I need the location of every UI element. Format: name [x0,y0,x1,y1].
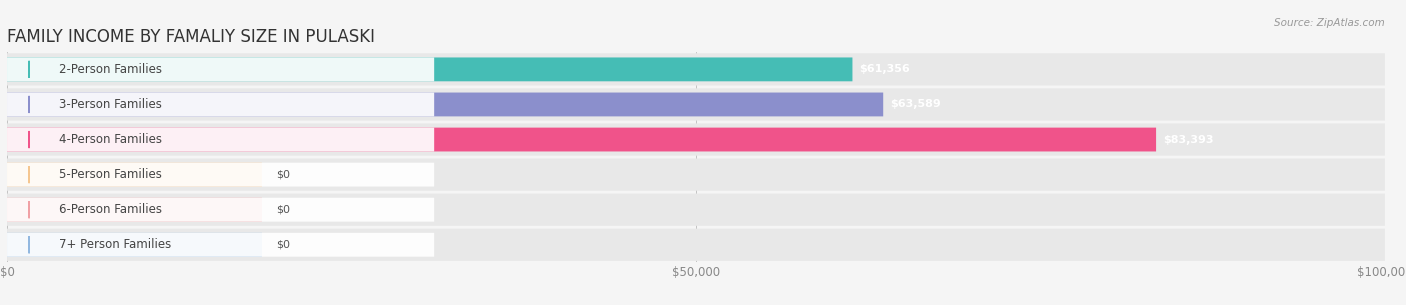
FancyBboxPatch shape [7,198,262,222]
Text: 4-Person Families: 4-Person Families [59,133,162,146]
Text: $61,356: $61,356 [859,64,910,74]
FancyBboxPatch shape [7,198,434,222]
FancyBboxPatch shape [7,92,434,117]
FancyBboxPatch shape [7,53,1385,85]
Text: 7+ Person Families: 7+ Person Families [59,238,172,251]
Text: $0: $0 [276,240,290,250]
FancyBboxPatch shape [7,159,1385,191]
FancyBboxPatch shape [7,163,262,187]
Text: 3-Person Families: 3-Person Families [59,98,162,111]
FancyBboxPatch shape [7,57,852,81]
FancyBboxPatch shape [7,233,262,257]
FancyBboxPatch shape [7,127,1156,152]
Text: $0: $0 [276,205,290,215]
FancyBboxPatch shape [7,88,1385,120]
Text: 2-Person Families: 2-Person Families [59,63,162,76]
FancyBboxPatch shape [7,57,434,81]
FancyBboxPatch shape [7,127,434,152]
Text: $63,589: $63,589 [890,99,941,109]
FancyBboxPatch shape [7,163,434,187]
FancyBboxPatch shape [7,233,434,257]
FancyBboxPatch shape [7,194,1385,226]
Text: Source: ZipAtlas.com: Source: ZipAtlas.com [1274,18,1385,28]
Text: 5-Person Families: 5-Person Families [59,168,162,181]
Text: 6-Person Families: 6-Person Families [59,203,162,216]
Text: $0: $0 [276,170,290,180]
Text: $83,393: $83,393 [1163,135,1213,145]
FancyBboxPatch shape [7,124,1385,156]
FancyBboxPatch shape [7,92,883,117]
FancyBboxPatch shape [7,229,1385,261]
Text: FAMILY INCOME BY FAMALIY SIZE IN PULASKI: FAMILY INCOME BY FAMALIY SIZE IN PULASKI [7,28,375,46]
